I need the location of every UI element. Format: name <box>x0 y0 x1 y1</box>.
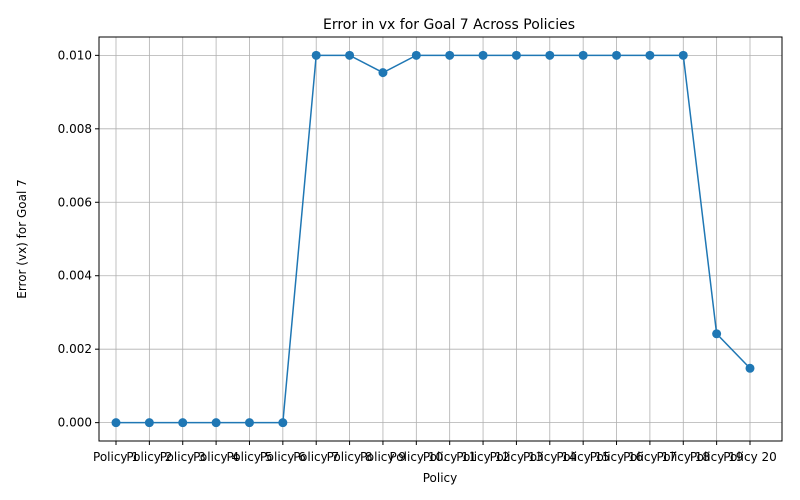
y-tick-label: 0.006 <box>58 195 92 209</box>
x-tick-label: Policy 11 <box>423 450 477 464</box>
data-point <box>745 363 755 373</box>
data-point <box>511 50 521 60</box>
data-point <box>244 418 254 428</box>
series-line <box>116 54 751 424</box>
x-tick-label: Policy 3 <box>160 450 206 464</box>
x-tick-label: Policy 1 <box>93 450 139 464</box>
x-tick-label: Policy 18 <box>656 450 710 464</box>
x-tick-label: Policy 8 <box>327 450 373 464</box>
data-point <box>678 50 688 60</box>
x-tick-label: Policy 9 <box>360 450 406 464</box>
series-group <box>111 50 755 428</box>
chart-title: Error in vx for Goal 7 Across Policies <box>323 17 575 33</box>
y-tick-label: 0.008 <box>58 122 92 136</box>
data-point <box>478 50 488 60</box>
x-tick-label: Policy 10 <box>390 450 444 464</box>
y-tick-label: 0.002 <box>58 342 92 356</box>
x-tick-label: Policy 14 <box>523 450 577 464</box>
data-point <box>278 418 288 428</box>
y-tick-label: 0.000 <box>58 416 92 430</box>
data-point <box>211 418 221 428</box>
x-tick-label: Policy 7 <box>293 450 339 464</box>
data-point <box>345 50 355 60</box>
y-tick-label: 0.010 <box>58 48 92 62</box>
y-axis-label: Error (vx) for Goal 7 <box>15 179 29 299</box>
data-point <box>178 418 188 428</box>
data-point <box>712 329 722 339</box>
x-tick-label: Policy 6 <box>260 450 306 464</box>
data-point <box>411 50 421 60</box>
x-tick-label: Policy 15 <box>556 450 610 464</box>
x-tick-label: Policy 2 <box>126 450 172 464</box>
y-tick-label: 0.004 <box>58 269 92 283</box>
data-point <box>144 418 154 428</box>
data-point <box>111 418 121 428</box>
data-point <box>645 50 655 60</box>
data-point <box>378 68 388 78</box>
x-tick-label: Policy 16 <box>590 450 644 464</box>
y-axis-ticks: 0.000 0.002 0.004 0.006 0.008 0.010 <box>58 48 99 430</box>
plot-frame <box>98 36 783 442</box>
data-point <box>545 50 555 60</box>
data-point <box>612 50 622 60</box>
x-tick-label: Policy 20 <box>723 450 777 464</box>
x-axis-label: Policy <box>423 471 458 485</box>
x-tick-label: Policy 19 <box>690 450 744 464</box>
x-tick-label: Policy 12 <box>456 450 510 464</box>
x-tick-label: Policy 17 <box>623 450 677 464</box>
data-point <box>311 50 321 60</box>
x-tick-label: Policy 5 <box>226 450 272 464</box>
x-tick-label: Policy 4 <box>193 450 239 464</box>
data-point <box>445 50 455 60</box>
x-tick-label: Policy 13 <box>490 450 544 464</box>
data-point <box>578 50 588 60</box>
grid <box>99 37 782 441</box>
